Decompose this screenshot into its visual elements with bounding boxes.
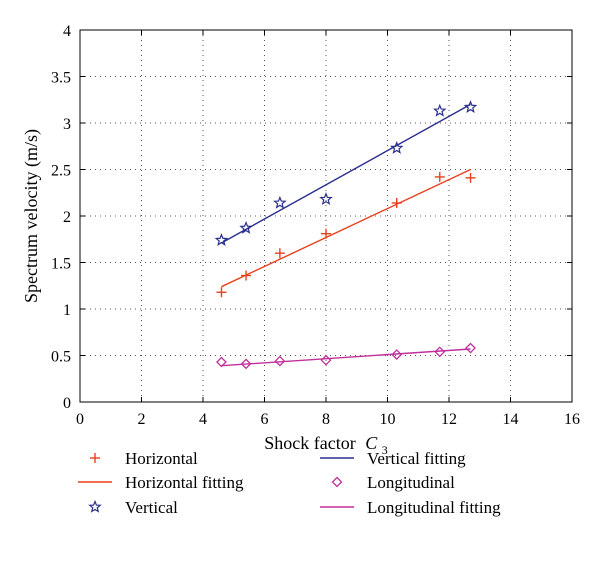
longitudinal-fitting-series bbox=[221, 348, 471, 367]
x-tick-label: 2 bbox=[138, 411, 146, 428]
x-tick-label: 4 bbox=[199, 411, 207, 428]
legend-item-longitudinal-fitting: Longitudinal fitting bbox=[320, 498, 501, 517]
x-axis-label-text: Shock factor bbox=[264, 433, 355, 453]
vertical-point bbox=[463, 100, 478, 113]
horizontal-point bbox=[216, 287, 227, 298]
x-axis-label: Shock factor C 3 bbox=[264, 433, 387, 457]
x-tick-label: 8 bbox=[322, 411, 330, 428]
y-tick-label: 4 bbox=[63, 23, 71, 40]
x-tick-label: 10 bbox=[380, 411, 396, 428]
x-axis-label-subscript: 3 bbox=[382, 443, 388, 457]
y-tick-label: 3.5 bbox=[51, 70, 71, 87]
x-tick-label: 12 bbox=[441, 411, 457, 428]
longitudinal-point bbox=[216, 356, 227, 368]
y-tick-label: 1 bbox=[63, 302, 71, 319]
y-axis-label: Spectrum velocity (m/s) bbox=[21, 129, 42, 303]
y-tick-label: 0.5 bbox=[51, 349, 71, 366]
vertical-point bbox=[319, 192, 333, 206]
longitudinal-series bbox=[216, 342, 476, 370]
y-tick-label: 3 bbox=[63, 116, 71, 133]
series-marks bbox=[214, 100, 478, 370]
axis-ticks: 0 2 4 6 8 10 12 14 16 0 0.5 1 1.5 2 2.5 3 3.5 4 bbox=[51, 23, 580, 428]
vertical-fitting-series bbox=[221, 103, 471, 244]
vertical-point bbox=[432, 103, 447, 117]
y-tick-label: 2 bbox=[63, 209, 71, 226]
legend-item-vertical-fitting: Vertical fitting bbox=[320, 449, 466, 468]
vertical-fitting-line bbox=[221, 103, 471, 244]
legend-item-horizontal: Horizontal bbox=[90, 449, 198, 468]
legend-item-vertical: Vertical bbox=[88, 498, 178, 517]
longitudinal-point bbox=[274, 355, 286, 367]
y-tick-label: 0 bbox=[63, 395, 71, 412]
legend-item-longitudinal: Longitudinal bbox=[331, 473, 455, 492]
longitudinal-point bbox=[240, 358, 252, 370]
legend-swatch-horizontal bbox=[90, 453, 100, 463]
y-tick-label: 2.5 bbox=[51, 163, 71, 180]
legend-label-vertical: Vertical bbox=[125, 498, 178, 517]
x-axis-label-symbol: C bbox=[365, 433, 378, 453]
x-tick-label: 6 bbox=[261, 411, 269, 428]
x-tick-label: 0 bbox=[76, 411, 84, 428]
legend-label-vertical-fitting: Vertical fitting bbox=[367, 449, 466, 468]
horizontal-point bbox=[274, 248, 285, 259]
vertical-point bbox=[214, 233, 229, 246]
y-tick-label: 1.5 bbox=[51, 256, 71, 273]
legend-label-longitudinal: Longitudinal bbox=[367, 473, 455, 492]
longitudinal-fitting-line bbox=[221, 348, 471, 367]
legend-swatch-longitudinal bbox=[331, 476, 343, 488]
longitudinal-point bbox=[465, 342, 476, 354]
legend-item-horizontal-fitting: Horizontal fitting bbox=[78, 473, 244, 492]
vertical-point bbox=[273, 195, 287, 209]
horizontal-point bbox=[465, 172, 476, 183]
horizontal-fitting-series bbox=[221, 168, 471, 288]
legend-label-horizontal: Horizontal bbox=[125, 449, 198, 468]
horizontal-point bbox=[434, 171, 445, 182]
grid-lines bbox=[80, 30, 572, 402]
legend-label-horizontal-fitting: Horizontal fitting bbox=[125, 473, 244, 492]
x-tick-label: 14 bbox=[503, 411, 519, 428]
legend-swatch-vertical bbox=[88, 499, 102, 513]
horizontal-fitting-line bbox=[221, 168, 471, 288]
legend-label-longitudinal-fitting: Longitudinal fitting bbox=[367, 498, 501, 517]
x-tick-label: 16 bbox=[564, 411, 580, 428]
plot-frame bbox=[79, 29, 573, 403]
horizontal-series bbox=[216, 171, 476, 298]
vertical-point bbox=[389, 140, 404, 154]
legend: Horizontal Vertical fitting Horizontal fit… bbox=[78, 449, 501, 517]
